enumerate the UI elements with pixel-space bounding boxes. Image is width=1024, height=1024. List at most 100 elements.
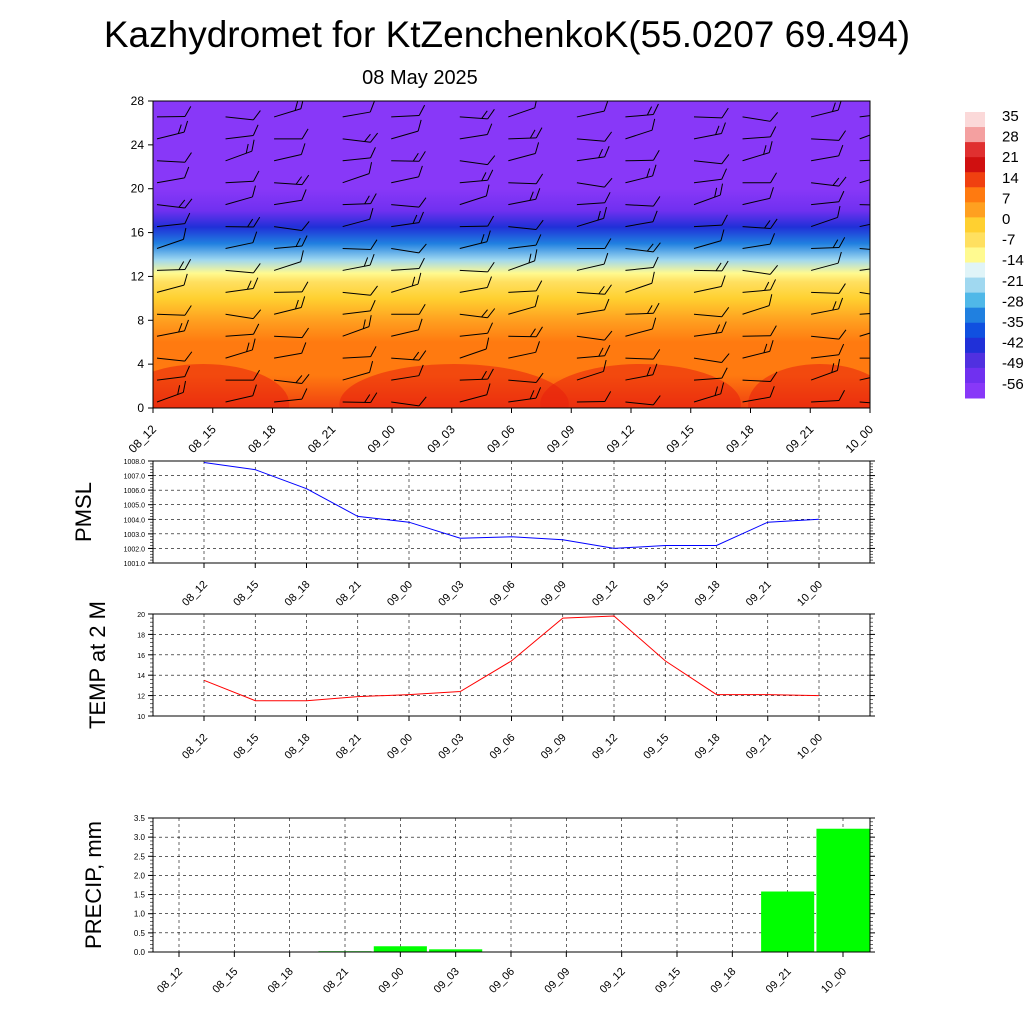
x-tick-label: 09_15 <box>641 732 671 762</box>
y-tick-label: 20 <box>131 182 145 196</box>
colorbar-swatch <box>965 292 985 309</box>
barb-flag <box>721 122 726 134</box>
y-axis-label: PMSL <box>71 482 96 542</box>
wind-barb <box>391 211 424 228</box>
wind-barb <box>811 237 846 249</box>
wind-barb <box>811 190 845 206</box>
barb-flag <box>535 387 542 399</box>
wind-barb <box>693 168 727 184</box>
barb-shaft <box>576 263 605 271</box>
wind-barb <box>342 162 373 184</box>
colorbar-swatch <box>965 322 985 339</box>
y-tick-label: 18 <box>137 632 145 639</box>
wind-barb <box>508 249 538 271</box>
wind-barb <box>693 321 727 337</box>
barb-flag <box>485 184 490 197</box>
wind-barb <box>391 165 423 184</box>
wind-barb <box>274 174 310 186</box>
barb-shaft <box>342 371 370 381</box>
barb-flag <box>832 301 837 311</box>
barb-flag <box>604 284 612 295</box>
x-tick-label: 09_06 <box>487 966 517 996</box>
barb-flag <box>838 190 845 202</box>
wind-barb <box>459 215 495 228</box>
wind-barb <box>156 106 192 118</box>
barb-shaft <box>342 203 371 206</box>
barb-flag <box>604 145 610 158</box>
wind-barb <box>742 141 773 162</box>
y-tick-label: 12 <box>137 694 145 701</box>
barb-flag <box>487 322 493 334</box>
wind-barb <box>342 253 375 271</box>
wind-barb <box>342 285 378 296</box>
barb-flag <box>535 219 544 230</box>
barb-shaft <box>391 357 420 361</box>
barb-flag <box>418 104 426 116</box>
barb-flag <box>418 364 424 376</box>
wind-barb <box>508 188 541 206</box>
barb-shaft <box>508 290 537 293</box>
wind-barb <box>342 147 376 162</box>
barb-flag <box>652 196 661 207</box>
barb-shaft <box>156 223 185 228</box>
barb-flag <box>184 365 190 377</box>
barb-shaft <box>391 130 419 140</box>
barb-shaft <box>811 291 840 294</box>
x-tick-label: 08_21 <box>305 422 339 456</box>
wind-barb <box>342 101 375 118</box>
barb-flag <box>253 216 261 228</box>
wind-barb <box>693 260 729 272</box>
colorbar-swatch <box>965 232 985 248</box>
wind-barb <box>625 210 658 228</box>
barb-flag <box>884 164 893 175</box>
colorbar-label: -42 <box>1002 335 1024 352</box>
wind-barb <box>576 177 613 188</box>
barb-flag <box>418 318 423 331</box>
wind-barb <box>508 101 538 118</box>
barb-shaft <box>391 267 420 271</box>
wind-barb <box>273 296 306 315</box>
wind-barb <box>391 396 427 407</box>
barb-flag <box>604 391 612 402</box>
x-tick-label: 09_00 <box>365 422 399 456</box>
barb-shaft <box>811 354 839 359</box>
colorbar-label: -28 <box>1002 293 1024 310</box>
barb-shaft <box>342 356 371 359</box>
barb-shaft <box>459 313 488 319</box>
wind-barb <box>576 298 610 315</box>
barb-shaft <box>342 310 371 315</box>
wind-barb <box>742 187 774 206</box>
barb-shaft <box>508 306 536 315</box>
pmsl-frame <box>152 460 871 564</box>
temp-panel: 10 12 14 16 18 20 08_12 08_15 08_18 08_21 09_00 09_… <box>85 601 875 762</box>
barb-flag <box>294 101 299 111</box>
barb-flag <box>831 102 836 112</box>
barb-flag <box>535 341 540 353</box>
wind-barb <box>391 304 426 315</box>
wind-barb <box>693 382 725 403</box>
wind-barb <box>274 221 310 231</box>
barb-shaft <box>693 286 722 293</box>
wind-barb <box>391 318 423 337</box>
barb-shaft <box>693 224 722 228</box>
wind-barb <box>225 124 259 140</box>
barb-flag <box>838 389 845 401</box>
barb-shaft <box>274 379 302 384</box>
barb-shaft <box>742 379 771 383</box>
barb-shaft <box>811 182 839 187</box>
x-tick-label: 09_09 <box>539 732 569 762</box>
barb-flag <box>770 126 777 138</box>
barb-shaft <box>225 287 254 293</box>
barb-flag <box>301 221 310 231</box>
barb-shaft <box>342 248 371 250</box>
barb-flag <box>481 110 488 119</box>
wind-barb <box>859 311 870 315</box>
wind-barb <box>225 323 260 337</box>
barb-flag <box>882 197 887 205</box>
barb-flag <box>184 166 190 179</box>
barb-flag <box>832 239 839 248</box>
barb-flag <box>721 154 730 165</box>
barb-shaft <box>508 226 537 230</box>
wind-barb <box>342 132 379 143</box>
wind-barbs <box>156 101 893 407</box>
